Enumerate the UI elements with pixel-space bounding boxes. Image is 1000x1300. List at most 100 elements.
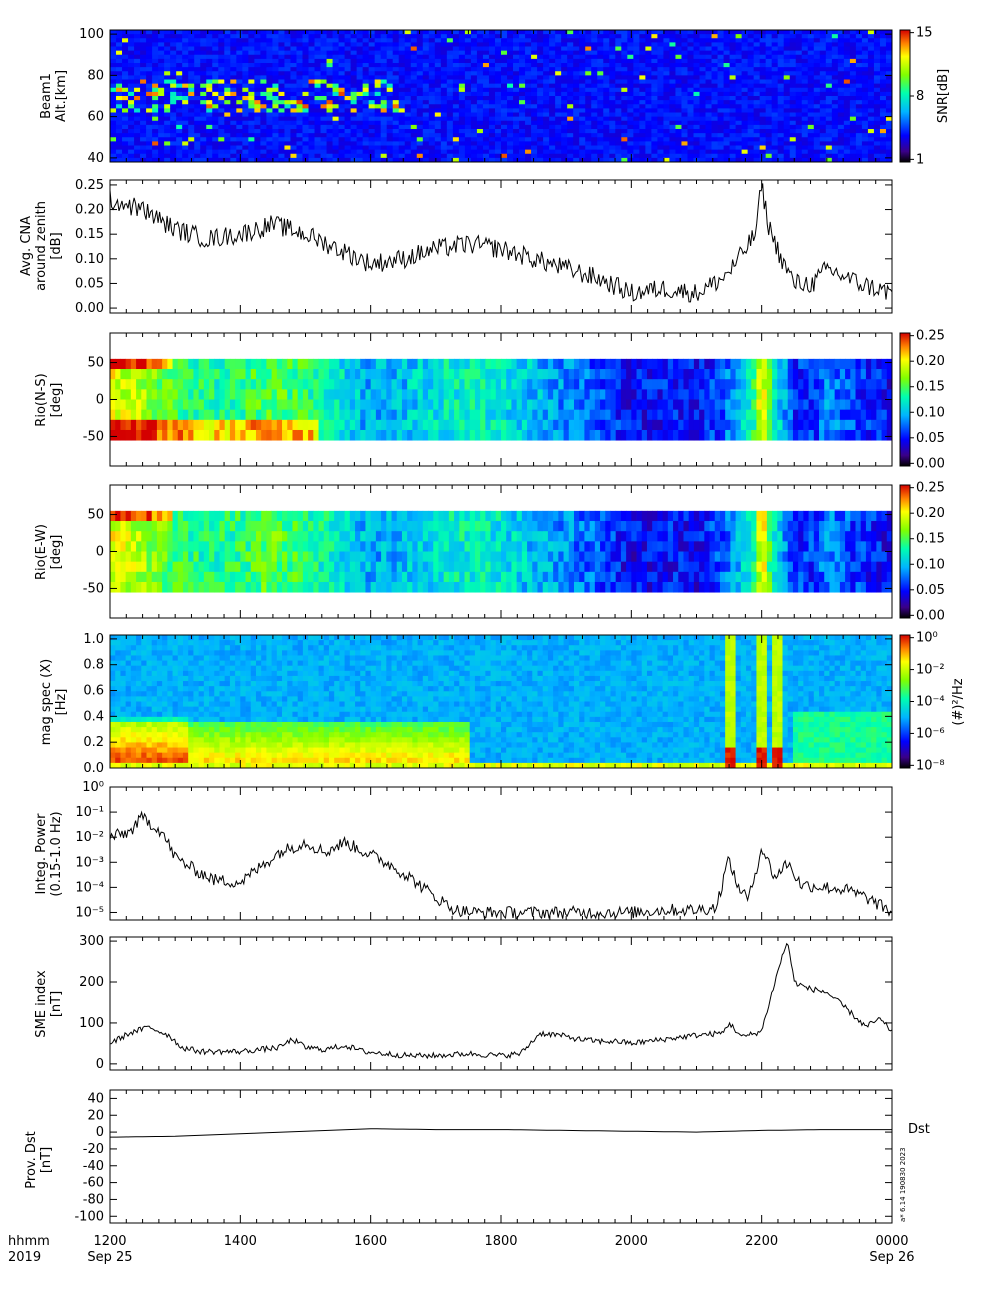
heatmap-cell xyxy=(170,38,177,43)
heatmap-cell xyxy=(374,58,382,64)
heatmap-cell xyxy=(182,149,189,155)
heatmap-cell xyxy=(711,34,718,39)
heatmap-cell xyxy=(603,129,610,134)
heatmap-cell xyxy=(362,120,370,126)
heatmap-cell xyxy=(158,149,165,155)
heatmap-cell xyxy=(386,419,392,431)
heatmap-cell xyxy=(410,50,418,56)
heatmap-cell xyxy=(410,75,418,80)
heatmap-cell xyxy=(290,42,297,47)
heatmap-cell xyxy=(558,389,564,400)
heatmap-cell xyxy=(410,120,418,126)
heatmap-cell xyxy=(464,137,472,142)
heatmap-cell xyxy=(633,75,640,80)
heatmap-cell xyxy=(480,429,486,441)
heatmap-cell xyxy=(398,96,406,101)
heatmap-cell xyxy=(753,54,761,60)
heatmap-cell xyxy=(507,71,514,76)
heatmap-cell xyxy=(158,124,165,130)
heatmap-cell xyxy=(410,112,418,118)
heatmap-cell xyxy=(627,108,634,113)
heatmap-cell xyxy=(488,38,496,43)
heatmap-cell xyxy=(122,79,129,85)
heatmap-cell xyxy=(245,409,252,421)
heatmap-cell xyxy=(855,124,863,130)
heatmap-cell xyxy=(188,379,194,390)
heatmap-cell xyxy=(440,42,448,47)
heatmap-cell xyxy=(723,91,730,97)
heatmap-cell xyxy=(254,58,261,64)
heatmap-cell xyxy=(290,129,297,134)
heatmap-cell xyxy=(422,58,430,64)
heatmap-cell xyxy=(765,54,773,60)
heatmap-cell xyxy=(332,71,339,76)
heatmap-cell xyxy=(855,108,863,113)
heatmap-cell xyxy=(591,149,598,155)
heatmap-cell xyxy=(669,124,676,130)
heatmap-cell xyxy=(446,71,454,76)
heatmap-cell xyxy=(446,120,454,126)
heatmap-cell xyxy=(543,63,550,68)
heatmap-cell xyxy=(807,124,815,130)
heatmap-cell xyxy=(717,153,724,159)
heatmap-cell xyxy=(849,129,857,134)
heatmap-cell xyxy=(158,116,165,122)
heatmap-cell xyxy=(446,30,454,35)
heatmap-cell xyxy=(729,87,736,93)
heatmap-cell xyxy=(783,34,791,39)
heatmap-cell xyxy=(176,104,183,109)
heatmap-cell xyxy=(344,83,352,89)
heatmap-cell xyxy=(254,96,261,101)
heatmap-cell xyxy=(610,399,617,411)
heatmap-cell xyxy=(849,116,857,122)
heatmap-cell xyxy=(120,389,127,400)
heatmap-cell xyxy=(681,67,688,72)
heatmap-cell xyxy=(218,91,225,97)
heatmap-cell xyxy=(519,141,526,146)
heatmap-cell xyxy=(284,87,291,93)
heatmap-cell xyxy=(789,124,797,130)
heatmap-cell xyxy=(349,389,356,400)
heatmap-cell xyxy=(615,63,622,68)
heatmap-cell xyxy=(266,429,273,441)
heatmap-cell xyxy=(224,67,231,72)
heatmap-cell xyxy=(615,58,622,64)
heatmap-cell xyxy=(332,83,339,89)
heatmap-cell xyxy=(525,149,532,155)
heatmap-cell xyxy=(212,100,219,105)
heatmap-cell xyxy=(272,137,279,142)
heatmap-cell xyxy=(765,104,773,109)
heatmap-cell xyxy=(224,358,231,370)
heatmap-cell xyxy=(711,141,718,146)
heatmap-cell xyxy=(513,104,520,109)
heatmap-cell xyxy=(837,141,845,146)
heatmap-cell xyxy=(464,38,472,43)
heatmap-cell xyxy=(681,157,688,163)
heatmap-cell xyxy=(543,75,550,80)
heatmap-cell xyxy=(140,129,147,134)
heatmap-cell xyxy=(266,145,273,151)
heatmap-cell xyxy=(122,58,129,64)
heatmap-cell xyxy=(219,419,226,431)
heatmap-cell xyxy=(711,87,718,93)
heatmap-cell xyxy=(410,145,418,151)
heatmap-cell xyxy=(302,34,309,39)
heatmap-cell xyxy=(368,141,376,146)
heatmap-cell xyxy=(248,116,255,122)
heatmap-cell xyxy=(428,141,436,146)
heatmap-cell xyxy=(819,145,827,151)
heatmap-cell xyxy=(591,124,598,130)
heatmap-cell xyxy=(789,108,797,113)
heatmap-cell xyxy=(519,157,526,163)
heatmap-cell xyxy=(200,38,207,43)
heatmap-cell xyxy=(404,30,412,35)
heatmap-cell xyxy=(206,67,213,72)
heatmap-cell xyxy=(134,133,141,138)
heatmap-cell xyxy=(531,124,538,130)
heatmap-cell xyxy=(579,379,585,390)
heatmap-cell xyxy=(386,153,394,159)
heatmap-cell xyxy=(140,120,147,126)
heatmap-cell xyxy=(771,83,779,89)
heatmap-cell xyxy=(861,58,869,64)
heatmap-cell xyxy=(344,124,352,130)
